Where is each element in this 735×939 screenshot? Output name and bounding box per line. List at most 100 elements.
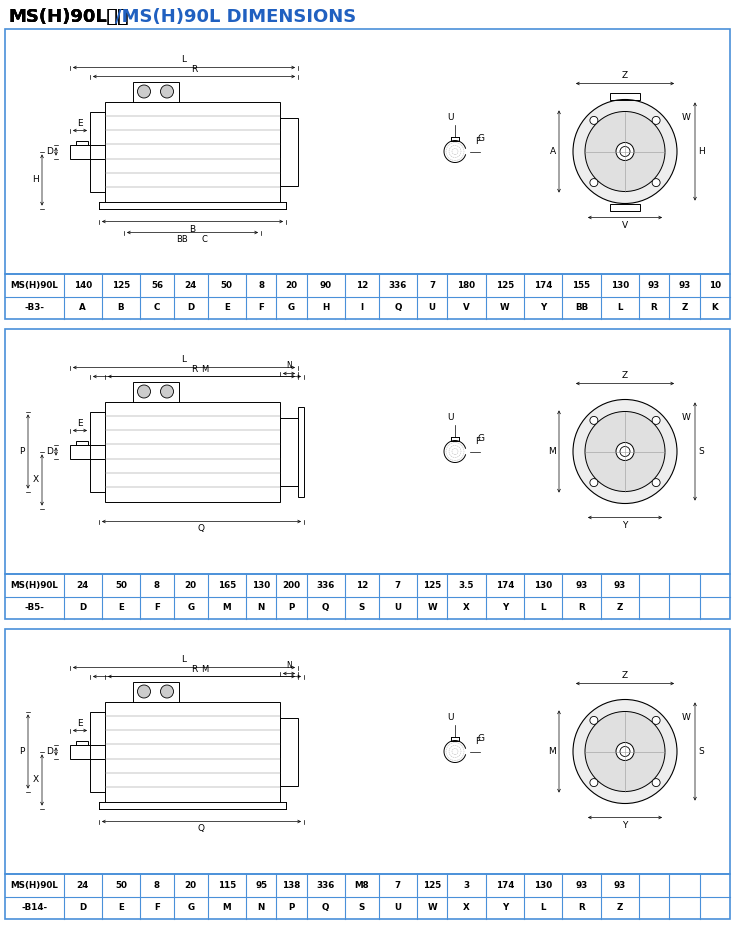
Text: L: L [182, 355, 187, 363]
Circle shape [573, 700, 677, 804]
Bar [70, 444, 105, 458]
Text: V: V [622, 221, 628, 229]
Text: 24: 24 [76, 881, 89, 890]
Text: K: K [711, 303, 718, 313]
Circle shape [590, 716, 598, 724]
Text: 24: 24 [76, 580, 89, 590]
Text: 115: 115 [218, 881, 236, 890]
Text: L: L [540, 603, 546, 612]
Text: D: D [79, 903, 86, 913]
Text: B: B [118, 303, 124, 313]
Bar [105, 402, 280, 501]
Bar [76, 440, 88, 444]
Text: M: M [223, 903, 231, 913]
Text: 12: 12 [356, 281, 368, 290]
Text: G: G [187, 603, 194, 612]
Text: Y: Y [502, 903, 508, 913]
Text: M: M [223, 603, 231, 612]
Text: P: P [20, 747, 25, 756]
Text: 50: 50 [115, 580, 127, 590]
Text: Z: Z [622, 70, 628, 80]
Circle shape [590, 416, 598, 424]
Text: L: L [182, 54, 187, 64]
Bar [76, 141, 88, 145]
Text: D: D [187, 303, 194, 313]
Text: R: R [578, 603, 585, 612]
Text: 93: 93 [576, 580, 587, 590]
Text: 8: 8 [154, 881, 160, 890]
Circle shape [652, 178, 660, 187]
Text: Z: Z [681, 303, 687, 313]
Text: -B3-: -B3- [24, 303, 44, 313]
Text: 7: 7 [395, 881, 401, 890]
Text: 130: 130 [252, 580, 270, 590]
Text: W: W [428, 603, 437, 612]
Bar [5, 629, 730, 874]
Text: MS(H)90L: MS(H)90L [10, 881, 58, 890]
Circle shape [590, 178, 598, 187]
Text: L: L [540, 903, 546, 913]
Bar [133, 682, 179, 701]
Text: D: D [79, 603, 86, 612]
Text: M: M [201, 364, 208, 374]
Text: G: G [478, 134, 485, 143]
Circle shape [590, 778, 598, 787]
Bar [5, 329, 730, 574]
Text: Z: Z [617, 603, 623, 612]
Circle shape [620, 747, 630, 757]
Circle shape [652, 716, 660, 724]
Text: X: X [33, 475, 39, 485]
Text: Y: Y [502, 603, 508, 612]
Text: Z: Z [617, 903, 623, 913]
Text: 165: 165 [218, 580, 236, 590]
Text: MS(H)90L尺寸: MS(H)90L尺寸 [8, 8, 128, 26]
Bar [133, 82, 179, 101]
Text: U: U [429, 303, 436, 313]
Text: D: D [46, 147, 53, 156]
Text: E: E [224, 303, 230, 313]
Text: V: V [463, 303, 470, 313]
Text: E: E [118, 603, 124, 612]
Text: 90: 90 [320, 281, 332, 290]
Text: A: A [79, 303, 86, 313]
Text: C: C [201, 236, 207, 244]
Text: F: F [258, 303, 264, 313]
Text: 10: 10 [709, 281, 721, 290]
Text: 7: 7 [395, 580, 401, 590]
Text: W: W [428, 903, 437, 913]
Text: 125: 125 [112, 281, 130, 290]
Circle shape [590, 479, 598, 486]
Text: U: U [448, 413, 454, 423]
Text: H: H [322, 303, 329, 313]
Text: R: R [578, 903, 585, 913]
Circle shape [137, 685, 151, 698]
Text: 20: 20 [184, 580, 197, 590]
Text: W: W [500, 303, 509, 313]
Circle shape [573, 100, 677, 204]
Bar [70, 145, 105, 159]
Text: I: I [360, 303, 363, 313]
Circle shape [590, 116, 598, 124]
Text: G: G [288, 303, 295, 313]
Text: R: R [650, 303, 657, 313]
Text: U: U [395, 903, 401, 913]
Text: Y: Y [623, 520, 628, 530]
Text: F: F [476, 737, 481, 747]
Text: S: S [359, 603, 365, 612]
Text: W: W [682, 113, 691, 122]
Text: 130: 130 [534, 580, 552, 590]
Text: M8: M8 [354, 881, 369, 890]
Text: BB: BB [176, 236, 188, 244]
Circle shape [585, 112, 665, 192]
Text: MS(H)90L尺寸: MS(H)90L尺寸 [8, 8, 128, 26]
Text: F: F [154, 603, 160, 612]
Text: 174: 174 [495, 881, 514, 890]
Text: S: S [698, 747, 703, 756]
Text: 174: 174 [495, 580, 514, 590]
Text: U: U [395, 603, 401, 612]
Text: 336: 336 [317, 881, 335, 890]
Text: N: N [257, 903, 265, 913]
Text: G: G [478, 434, 485, 443]
Text: MS(H)90L: MS(H)90L [10, 281, 58, 290]
Bar [133, 381, 179, 402]
